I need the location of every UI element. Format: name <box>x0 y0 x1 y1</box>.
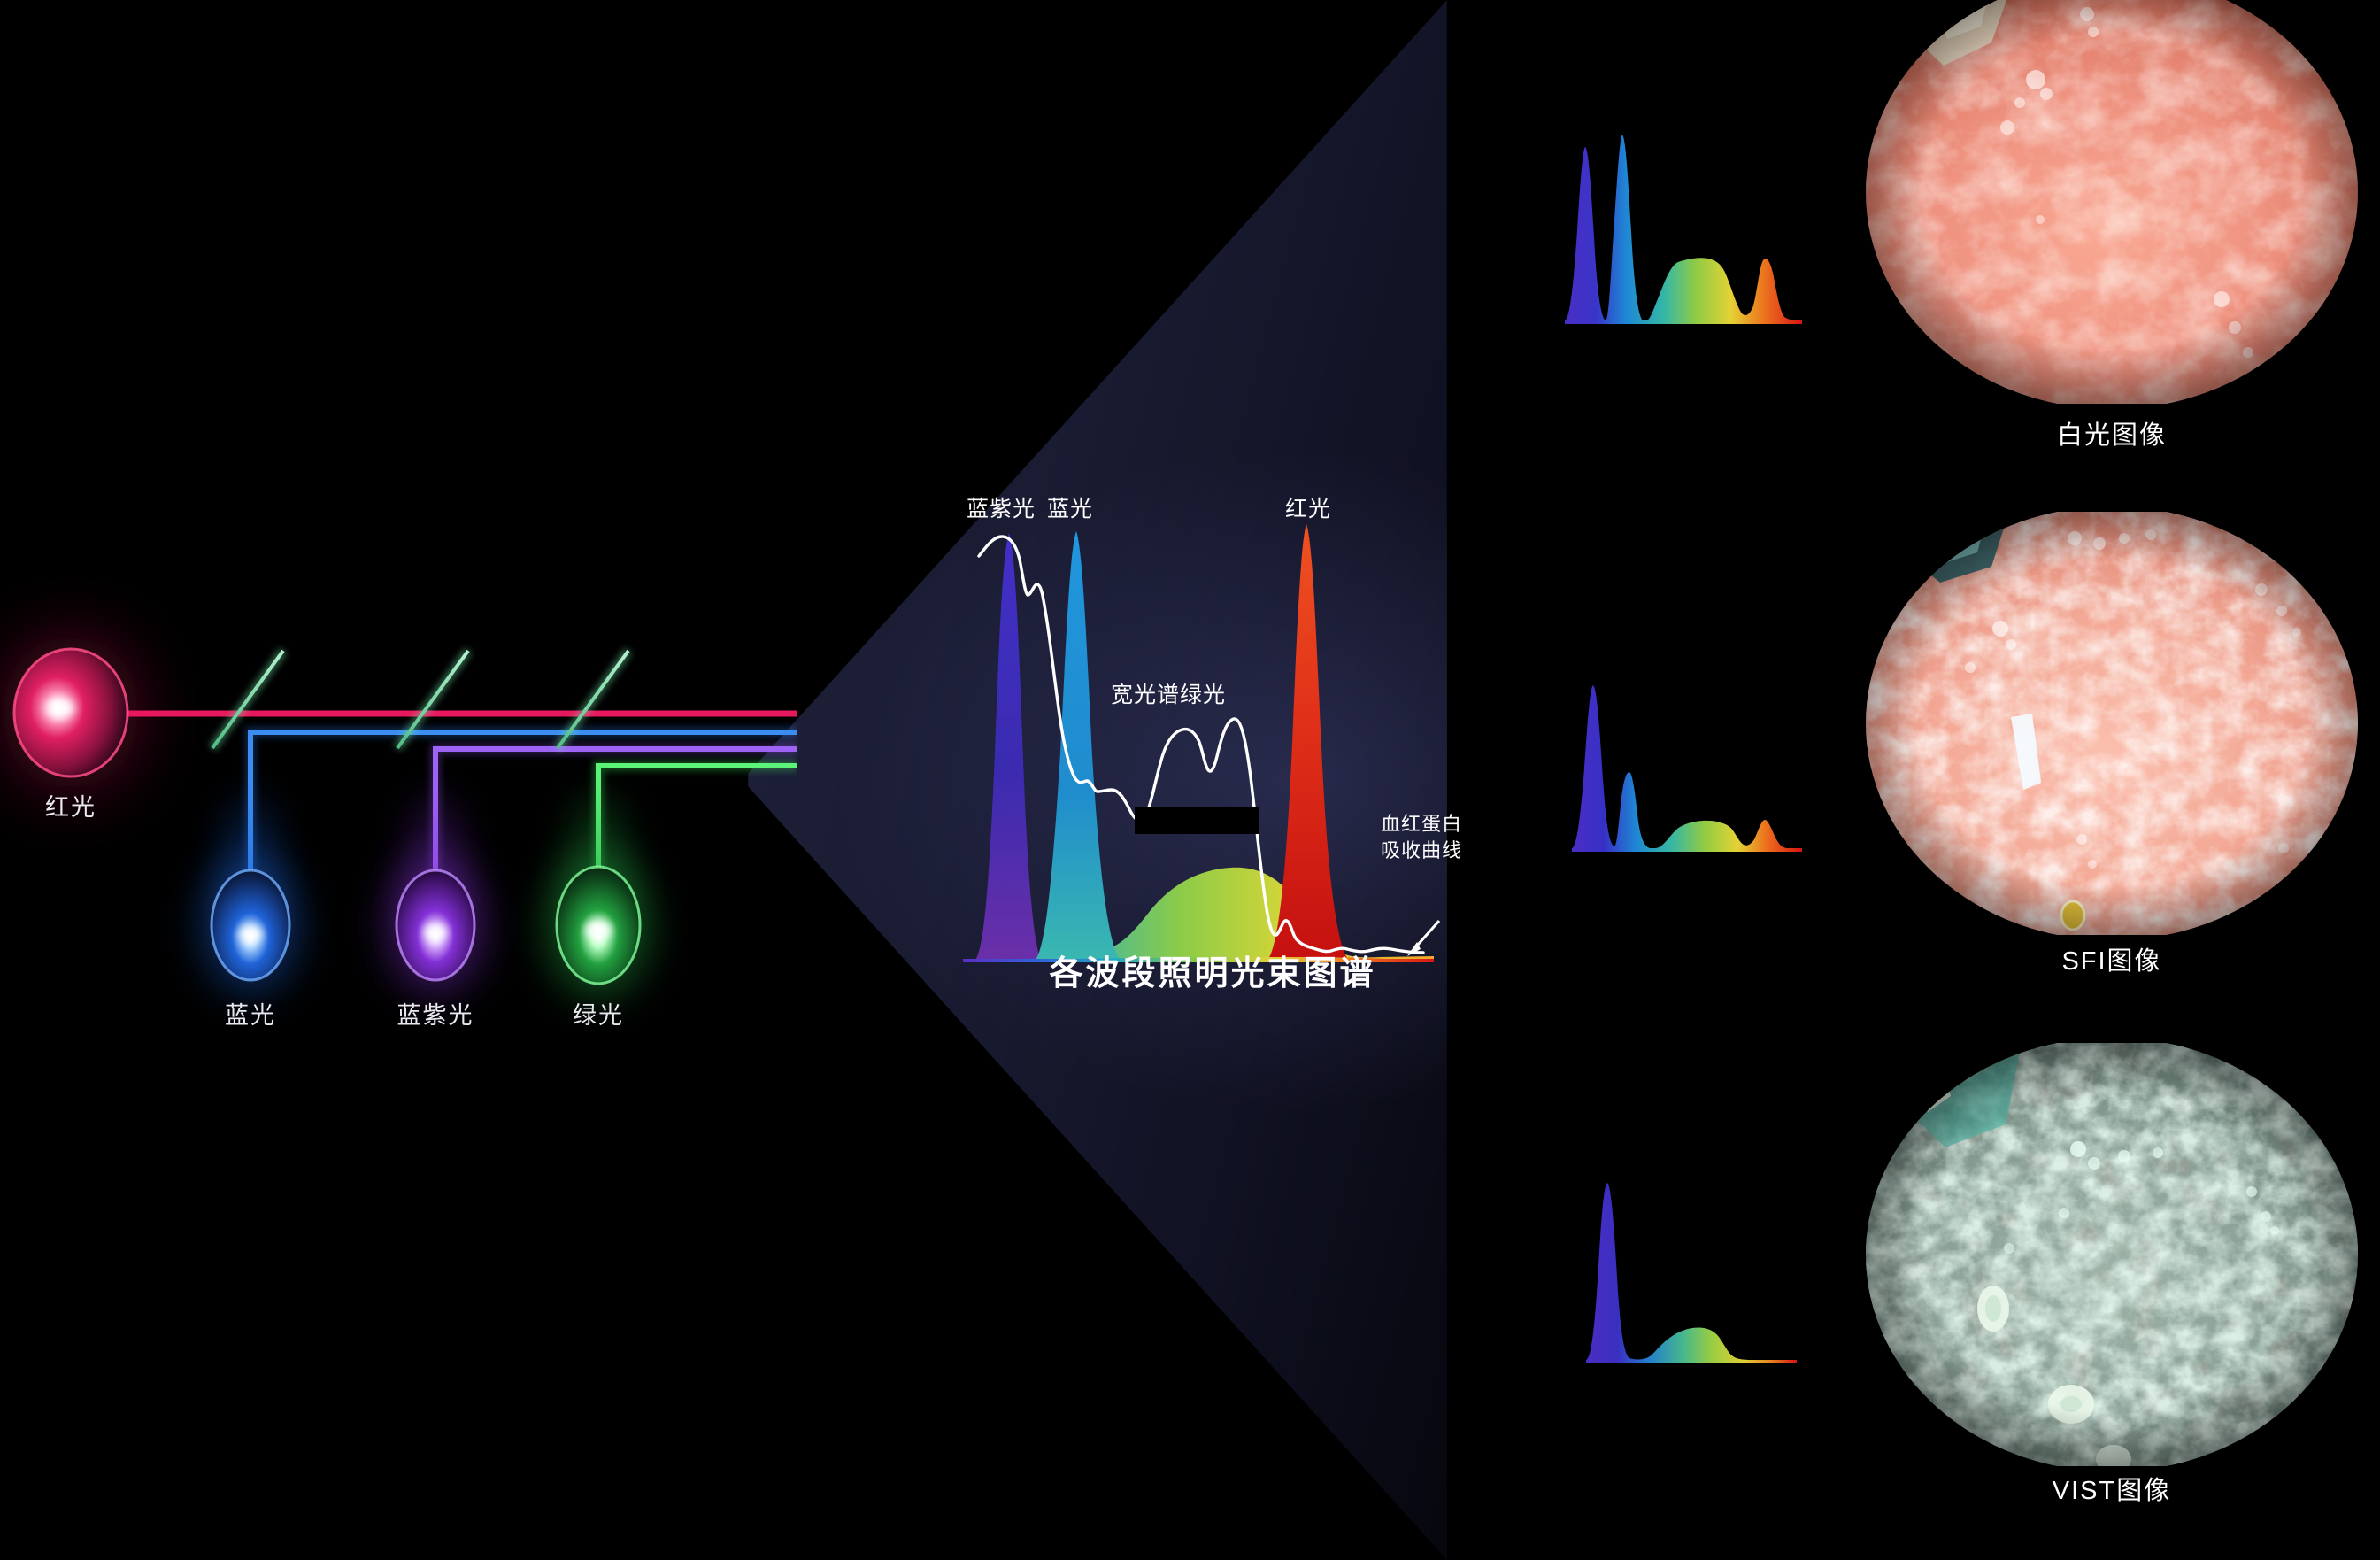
mini-spectrum-white-light <box>1565 135 1802 324</box>
lamp-label-green: 绿光 <box>573 1002 624 1029</box>
photo-label-sfi: SFI图像 <box>2061 947 2162 976</box>
light-source-green[interactable] <box>545 853 651 998</box>
chart-label-blue: 蓝光 <box>1047 497 1094 521</box>
mini-spectrum-vist <box>1586 1183 1797 1363</box>
white-light-spectrum-axis <box>1565 321 1802 324</box>
sfi-spectrum-axis <box>1572 849 1802 852</box>
endoscopic-photo-white-light[interactable] <box>1859 0 2365 404</box>
red-peak-area <box>1266 524 1351 961</box>
spectrum-axis-line <box>963 959 1434 962</box>
blueviolet-peak-area <box>974 533 1043 961</box>
lamp-label-blueviolet: 蓝紫光 <box>397 1002 474 1029</box>
light-source-red[interactable] <box>12 647 129 778</box>
hemoglobin-annotation-line2: 吸收曲线 <box>1381 839 1463 861</box>
photo-label-vist: VIST图像 <box>2052 1477 2172 1505</box>
light-source-blueviolet[interactable] <box>386 856 485 994</box>
dichroic-mirror-1[interactable] <box>208 648 288 751</box>
hemoglobin-absorption-curve <box>977 535 1425 954</box>
endoscopic-photo-sfi[interactable] <box>1859 512 2365 935</box>
light-path-svg <box>2 635 797 998</box>
lamp-label-red: 红光 <box>45 794 96 821</box>
broad-green-spectrum-area <box>1071 867 1434 961</box>
chart-label-broad-green: 宽光谱绿光 <box>1111 683 1227 707</box>
vist-spectrum-area <box>1586 1183 1797 1363</box>
hemoglobin-arrow <box>1407 920 1441 956</box>
white-light-spectrum-area <box>1565 135 1802 324</box>
photo-label-white-light: 白光图像 <box>2056 421 2167 450</box>
light-source-blue[interactable] <box>201 856 300 994</box>
chart-label-blueviolet: 蓝紫光 <box>967 497 1036 521</box>
dichroic-mirror-2[interactable] <box>393 648 473 751</box>
hemoglobin-annotation-line1: 血红蛋白 <box>1381 813 1463 835</box>
illumination-spectrum-chart <box>963 524 1441 962</box>
lamp-label-blue: 蓝光 <box>225 1002 276 1029</box>
blue-peak-area <box>1034 531 1122 961</box>
vist-spectrum-axis <box>1586 1361 1797 1363</box>
endoscopic-photo-vist[interactable] <box>1859 1043 2365 1466</box>
sfi-spectrum-area <box>1572 685 1802 852</box>
mini-spectrum-sfi <box>1572 685 1802 852</box>
chart-title: 各波段照明光束图谱 <box>1049 955 1376 992</box>
redaction-bar <box>1135 807 1259 834</box>
dichroic-mirror-3[interactable] <box>553 648 633 751</box>
chart-label-red: 红光 <box>1285 497 1332 521</box>
